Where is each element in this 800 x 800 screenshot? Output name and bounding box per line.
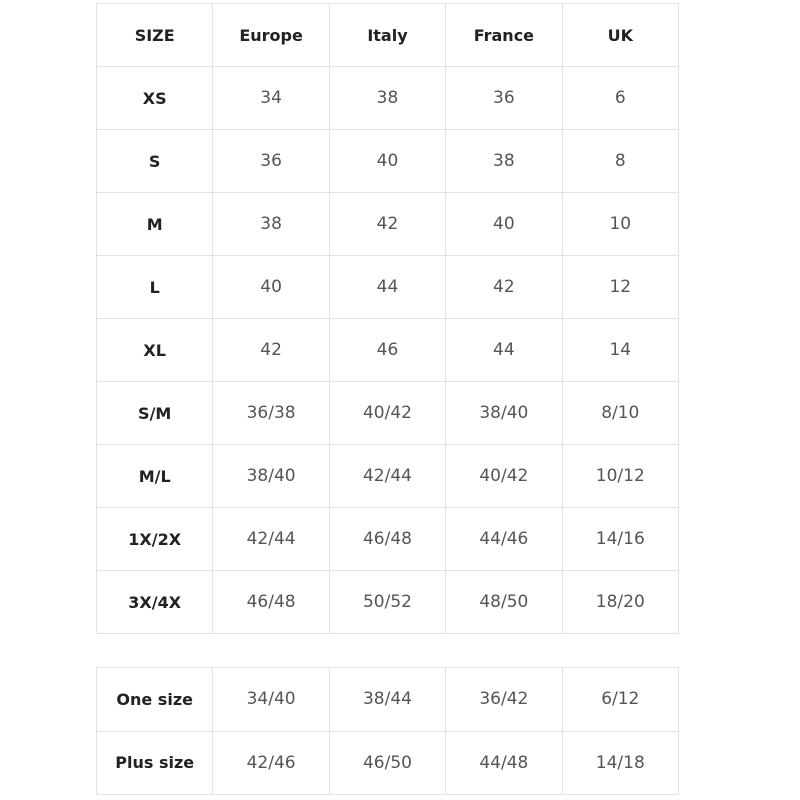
size-value-cell: 40 — [328, 129, 447, 193]
column-header: France — [445, 3, 563, 67]
size-value-cell: 42/46 — [212, 730, 330, 795]
size-value-cell: 40/42 — [328, 381, 447, 445]
size-value-cell: 42 — [328, 192, 447, 256]
size-label-cell: 3X/4X — [95, 570, 214, 634]
size-value-cell: 38 — [212, 192, 330, 256]
size-value-cell: 40 — [212, 255, 330, 319]
column-header: Italy — [328, 3, 447, 67]
table-row: M 38 42 40 10 — [95, 192, 680, 256]
size-label-cell: XL — [95, 318, 214, 382]
size-value-cell: 34 — [212, 66, 330, 130]
header-row: SIZE Europe Italy France UK — [95, 3, 680, 67]
size-value-cell: 18/20 — [561, 570, 680, 634]
size-value-cell: 12 — [561, 255, 680, 319]
size-value-cell: 14 — [561, 318, 680, 382]
size-label-cell: S/M — [95, 381, 214, 445]
table-row: S 36 40 38 8 — [95, 129, 680, 193]
size-value-cell: 46/48 — [212, 570, 330, 634]
size-value-cell: 46/48 — [328, 507, 447, 571]
size-value-cell: 36/42 — [445, 667, 563, 732]
column-header: Europe — [212, 3, 330, 67]
table-row: 3X/4X 46/48 50/52 48/50 18/20 — [95, 570, 680, 634]
column-header: UK — [561, 3, 680, 67]
table-row: S/M 36/38 40/42 38/40 8/10 — [95, 381, 680, 445]
size-value-cell: 46/50 — [328, 730, 447, 795]
size-value-cell: 36/38 — [212, 381, 330, 445]
special-size-table: One size 34/40 38/44 36/42 6/12 Plus size 42/4… — [95, 667, 680, 795]
size-value-cell: 38/40 — [212, 444, 330, 508]
table-row: Plus size 42/46 46/50 44/48 14/18 — [95, 730, 680, 795]
size-label-cell: Plus size — [95, 730, 214, 795]
size-value-cell: 50/52 — [328, 570, 447, 634]
size-value-cell: 40 — [445, 192, 563, 256]
table-row: L 40 44 42 12 — [95, 255, 680, 319]
size-value-cell: 42/44 — [328, 444, 447, 508]
size-value-cell: 38/40 — [445, 381, 563, 445]
size-value-cell: 8/10 — [561, 381, 680, 445]
table-row: One size 34/40 38/44 36/42 6/12 — [95, 667, 680, 732]
size-value-cell: 34/40 — [212, 667, 330, 732]
size-value-cell: 8 — [561, 129, 680, 193]
column-header: SIZE — [95, 3, 214, 67]
size-value-cell: 36 — [445, 66, 563, 130]
size-value-cell: 38 — [328, 66, 447, 130]
size-value-cell: 6 — [561, 66, 680, 130]
size-label-cell: M — [95, 192, 214, 256]
size-label-cell: S — [95, 129, 214, 193]
size-label-cell: 1X/2X — [95, 507, 214, 571]
size-value-cell: 42/44 — [212, 507, 330, 571]
size-value-cell: 42 — [445, 255, 563, 319]
size-value-cell: 44/46 — [445, 507, 563, 571]
size-value-cell: 46 — [328, 318, 447, 382]
size-value-cell: 44 — [445, 318, 563, 382]
size-value-cell: 38 — [445, 129, 563, 193]
size-value-cell: 6/12 — [561, 667, 680, 732]
size-value-cell: 36 — [212, 129, 330, 193]
size-value-cell: 10/12 — [561, 444, 680, 508]
size-label-cell: M/L — [95, 444, 214, 508]
table-row: M/L 38/40 42/44 40/42 10/12 — [95, 444, 680, 508]
table-row: XS 34 38 36 6 — [95, 66, 680, 130]
table-row: XL 42 46 44 14 — [95, 318, 680, 382]
table-row: 1X/2X 42/44 46/48 44/46 14/16 — [95, 507, 680, 571]
size-label-cell: L — [95, 255, 214, 319]
size-value-cell: 14/16 — [561, 507, 680, 571]
size-value-cell: 44 — [328, 255, 447, 319]
size-value-cell: 40/42 — [445, 444, 563, 508]
size-value-cell: 44/48 — [445, 730, 563, 795]
size-label-cell: One size — [95, 667, 214, 732]
size-value-cell: 42 — [212, 318, 330, 382]
size-value-cell: 38/44 — [328, 667, 447, 732]
size-value-cell: 10 — [561, 192, 680, 256]
size-chart-table: SIZE Europe Italy France UK XS 34 38 36 6 S 36 40 38… — [95, 3, 680, 634]
size-value-cell: 48/50 — [445, 570, 563, 634]
size-value-cell: 14/18 — [561, 730, 680, 795]
size-label-cell: XS — [95, 66, 214, 130]
